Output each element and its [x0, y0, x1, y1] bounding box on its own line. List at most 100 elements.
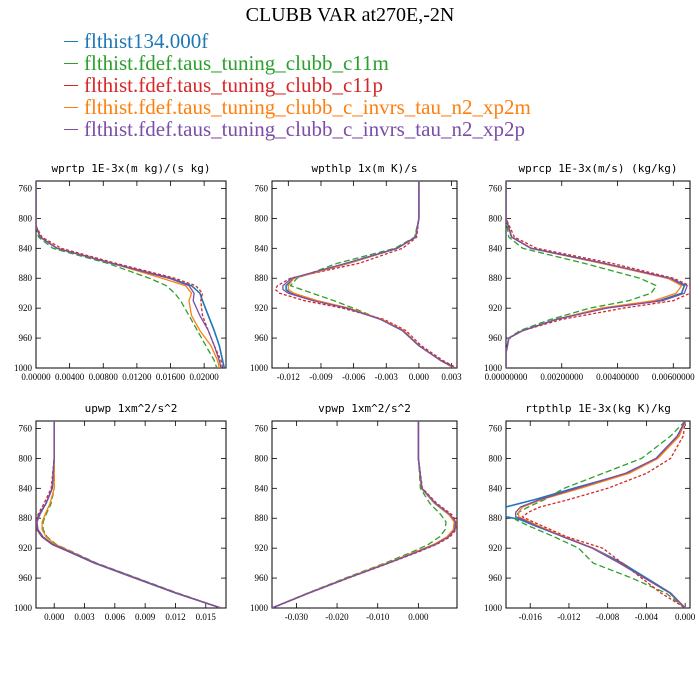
series-line [36, 181, 220, 368]
series-line [289, 181, 457, 368]
series-line [36, 421, 222, 608]
x-tick-label: 0.000 [44, 612, 65, 622]
plot-frame [271, 180, 458, 369]
plot-frame [505, 180, 691, 369]
y-tick-label: 920 [489, 303, 503, 313]
plot-frame [35, 420, 227, 609]
panel: wpthlp 1x(m K)/s 760 800 840 880 920 960 1000 -0… [250, 162, 462, 382]
x-tick-label: -0.010 [366, 612, 390, 622]
legend-item: flthist.fdef.taus_tuning_clubb_c_invrs_t… [64, 118, 531, 140]
series-line [272, 421, 447, 608]
panel-title: upwp 1xm^2/s^2 [85, 402, 178, 415]
series-line [272, 421, 457, 608]
legend-item: flthist.fdef.taus_tuning_clubb_c_invrs_t… [64, 96, 531, 118]
legend-item: flthist.fdef.taus_tuning_clubb_c11m [64, 52, 531, 74]
panel-title: rtpthlp 1E-3x(kg K)/kg [525, 402, 671, 415]
y-tick-label: 800 [255, 453, 269, 463]
x-tick-label: 0.006 [105, 612, 126, 622]
series-line [42, 421, 222, 608]
plot-frame [35, 180, 227, 369]
y-tick-label: 840 [489, 243, 503, 253]
series-line [36, 181, 226, 368]
y-tick-label: 800 [489, 213, 503, 223]
y-tick-label: 840 [255, 243, 269, 253]
panel-title: vpwp 1xm^2/s^2 [318, 402, 411, 415]
y-tick-label: 1000 [484, 363, 503, 373]
plot-frame [505, 420, 691, 609]
y-tick-label: 800 [255, 213, 269, 223]
series-line [521, 421, 686, 608]
panel: wprtp 1E-3x(m kg)/(s kg) 760 800 840 880 920 9… [14, 162, 227, 382]
legend-label: flthist.fdef.taus_tuning_clubb_c_invrs_t… [84, 95, 531, 119]
x-tick-label: 0.009 [135, 612, 156, 622]
y-tick-label: 760 [255, 423, 269, 433]
panel-title: wprcp 1E-3x(m/s) (kg/kg) [519, 162, 678, 175]
series-line [274, 181, 457, 368]
y-tick-label: 1000 [250, 603, 269, 613]
legend-label: flthist.fdef.taus_tuning_clubb_c11m [84, 51, 389, 75]
y-tick-label: 760 [19, 183, 33, 193]
figure-title: CLUBB VAR at270E,-2N [245, 4, 455, 26]
y-tick-label: 840 [19, 243, 33, 253]
legend-label: flthist.fdef.taus_tuning_clubb_c11p [84, 73, 384, 97]
y-tick-label: 960 [255, 573, 269, 583]
y-tick-label: 920 [19, 543, 33, 553]
x-tick-label: 0.00400000 [596, 372, 639, 382]
legend-swatch [64, 106, 78, 108]
series-line [36, 421, 222, 608]
series-line [287, 181, 455, 368]
legend-swatch [64, 40, 78, 42]
series-line [515, 421, 686, 608]
x-tick-label: 0.000 [409, 372, 430, 382]
x-tick-label: -0.008 [596, 612, 620, 622]
legend-label: flthist.fdef.taus_tuning_clubb_c_invrs_t… [84, 117, 525, 141]
x-tick-label: 0.00000 [21, 372, 51, 382]
x-tick-label: -0.030 [285, 612, 309, 622]
x-tick-label: 0.00200000 [540, 372, 583, 382]
y-tick-label: 960 [255, 333, 269, 343]
x-tick-label: 0.012 [165, 612, 185, 622]
series-line [506, 181, 658, 368]
panel: wprcp 1E-3x(m/s) (kg/kg) 760 800 840 880 920 9… [484, 162, 695, 382]
series-line [36, 181, 218, 368]
x-tick-label: 0.000 [408, 612, 429, 622]
y-tick-label: 880 [255, 273, 269, 283]
x-tick-label: -0.006 [342, 372, 366, 382]
y-tick-label: 880 [19, 273, 33, 283]
series-line [272, 421, 457, 608]
panel: rtpthlp 1E-3x(kg K)/kg 760 800 840 880 920 960… [484, 402, 696, 622]
x-tick-label: 0.01200 [122, 372, 152, 382]
x-tick-label: -0.003 [375, 372, 399, 382]
series-line [272, 421, 456, 608]
y-tick-label: 1000 [14, 603, 33, 613]
series-line [506, 181, 688, 368]
x-tick-label: -0.020 [325, 612, 349, 622]
y-tick-label: 1000 [484, 603, 503, 613]
y-tick-label: 760 [19, 423, 33, 433]
x-tick-label: 0.003 [441, 372, 462, 382]
y-tick-label: 840 [489, 483, 503, 493]
y-tick-label: 880 [255, 513, 269, 523]
legend-label: flthist134.000f [84, 29, 209, 53]
y-tick-label: 760 [255, 183, 269, 193]
x-tick-label: 0.00000000 [485, 372, 528, 382]
panel-title: wprtp 1E-3x(m kg)/(s kg) [52, 162, 211, 175]
x-tick-label: 0.00600000 [652, 372, 695, 382]
legend: flthist134.000f flthist.fdef.taus_tuning… [64, 30, 531, 140]
y-tick-label: 960 [19, 573, 33, 583]
y-tick-label: 800 [19, 453, 33, 463]
y-tick-label: 920 [255, 303, 269, 313]
series-line [282, 181, 456, 368]
y-tick-label: 1000 [250, 363, 269, 373]
x-tick-label: -0.004 [635, 612, 659, 622]
x-tick-label: -0.009 [309, 372, 333, 382]
plot-frame [271, 420, 458, 609]
legend-item: flthist134.000f [64, 30, 531, 52]
y-tick-label: 880 [489, 513, 503, 523]
y-tick-label: 800 [19, 213, 33, 223]
x-tick-label: 0.000 [675, 612, 696, 622]
series-line [285, 181, 456, 368]
y-tick-label: 760 [489, 183, 503, 193]
x-tick-label: 0.003 [74, 612, 95, 622]
x-tick-label: 0.02000 [190, 372, 220, 382]
